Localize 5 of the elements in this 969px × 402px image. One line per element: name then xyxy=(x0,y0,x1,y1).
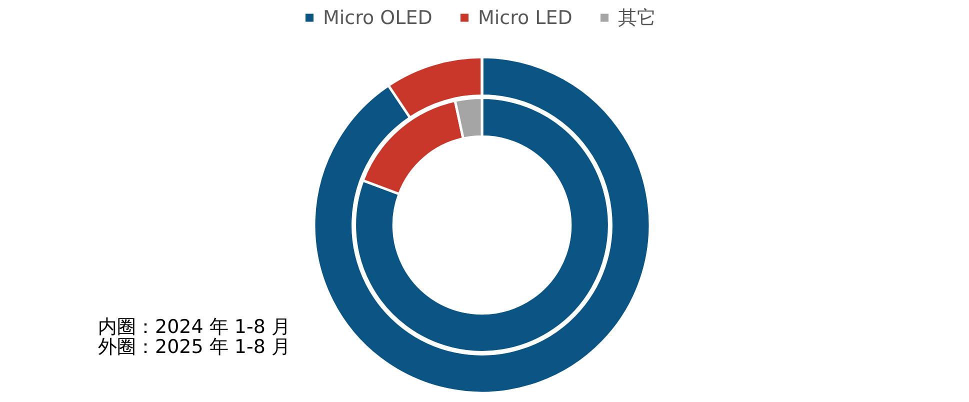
legend-label: Micro LED xyxy=(478,6,572,29)
legend-label: Micro OLED xyxy=(323,6,432,29)
text: 内圈：2024 年 1-8 月 xyxy=(98,316,291,338)
legend-label: 其它 xyxy=(618,6,656,29)
text: 外圈：2025 年 1-8 月 xyxy=(98,336,291,358)
